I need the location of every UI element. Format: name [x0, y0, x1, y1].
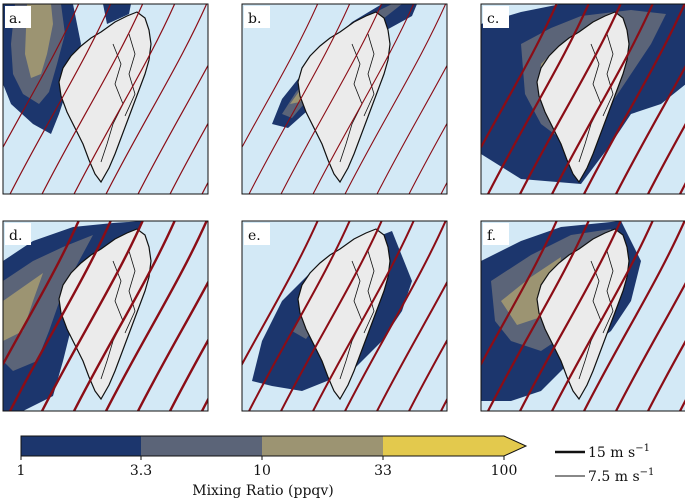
legend-label-thin: 7.5 m s−1 — [588, 467, 654, 485]
taiwan-island — [536, 228, 630, 401]
wind-streamline — [242, 221, 319, 367]
panel-label: e. — [248, 228, 261, 244]
wind-streamline — [248, 4, 351, 194]
map-panel-b: b. — [241, 3, 448, 195]
wind-streamline — [518, 4, 622, 194]
wind-streamline — [105, 4, 208, 194]
wind-streamline — [614, 65, 685, 194]
mixing-ratio-plume-bin-2 — [3, 235, 93, 371]
wind-streamline — [3, 4, 80, 149]
taiwan-island — [536, 11, 630, 184]
panel-label-box — [244, 223, 270, 245]
wind-streamline — [168, 338, 208, 411]
map-panel-c: c. — [480, 3, 685, 195]
panel-label: f. — [487, 228, 496, 244]
colorbar-ticks — [20, 456, 505, 460]
wind-streamline — [550, 221, 654, 411]
speed-legend: 15 m s−1 7.5 m s−1 — [555, 443, 654, 485]
colorbar-title: Mixing Ratio (ppqv) — [192, 483, 334, 499]
wind-streamline — [72, 221, 176, 411]
colorbar-bin-1 — [21, 436, 141, 456]
wind-streamline — [9, 4, 112, 194]
terrain-contour — [124, 250, 136, 334]
terrain-contour — [124, 33, 136, 117]
wind-streamline — [486, 4, 590, 194]
wind-streamline — [311, 221, 415, 411]
wind-streamline — [169, 122, 208, 194]
mixing-ratio-plume-bin-3 — [3, 273, 43, 341]
taiwan-island — [297, 11, 391, 184]
panel-label-box — [483, 223, 509, 245]
wind-streamline — [136, 280, 208, 411]
wind-streamline — [518, 221, 622, 411]
colorbar-outline — [20, 435, 528, 457]
wind-streamline — [646, 340, 685, 411]
panel-label-box — [5, 223, 31, 245]
wind-streamline — [40, 221, 144, 411]
terrain-contour — [363, 250, 375, 334]
wind-streamline — [280, 4, 383, 194]
legend-label-thick-sup: −1 — [635, 443, 650, 454]
legend-label-thick-text: 15 m s — [588, 445, 635, 461]
panel-label: b. — [248, 11, 261, 27]
wind-streamline — [481, 221, 558, 367]
panel-label-box — [244, 6, 270, 28]
map-panel-f: f. — [480, 220, 685, 412]
wind-streamline — [550, 4, 654, 194]
taiwan-island — [297, 228, 391, 401]
map-panel-d: d. — [2, 220, 209, 412]
mixing-ratio-plume-bin-3 — [25, 4, 53, 78]
taiwan-island — [58, 11, 152, 184]
terrain-contour — [602, 33, 614, 117]
legend-label-thin-sup: −1 — [640, 467, 655, 478]
colorbar-tick-label: 33 — [374, 463, 392, 479]
map-panel-a: a. — [2, 3, 209, 195]
terrain-contour — [602, 250, 614, 334]
colorbar-tick-label: 1 — [17, 463, 26, 479]
colorbar-bin-4 — [383, 436, 504, 456]
wind-streamline — [408, 122, 447, 194]
wind-streamline — [407, 338, 447, 411]
wind-streamline — [8, 221, 112, 411]
wind-streamline — [3, 221, 80, 367]
taiwan-island — [58, 228, 152, 401]
wind-streamline — [312, 4, 415, 194]
colorbar-tick-label: 3.3 — [130, 463, 152, 479]
panel-label-box — [483, 6, 509, 28]
wind-streamline — [343, 221, 447, 411]
colorbar: 1 3.3 10 33 100 Mixing Ratio (ppqv) — [17, 435, 528, 499]
wind-streamline — [582, 4, 685, 194]
wind-streamline — [73, 4, 176, 194]
wind-streamline — [646, 123, 685, 194]
panel-label-box — [5, 6, 31, 28]
colorbar-tick-label: 100 — [491, 463, 518, 479]
wind-streamline — [614, 282, 685, 411]
wind-streamline — [242, 4, 319, 149]
wind-streamline — [375, 280, 447, 411]
panel-label: d. — [9, 228, 22, 244]
wind-streamline — [247, 221, 351, 411]
wind-streamline — [104, 221, 208, 411]
wind-streamline — [344, 4, 447, 194]
colorbar-bin-2 — [141, 436, 262, 456]
wind-streamline — [582, 221, 685, 411]
wind-streamline — [279, 221, 383, 411]
wind-streamline — [481, 4, 558, 150]
panel-label: a. — [9, 11, 22, 27]
panel-label: c. — [487, 11, 499, 27]
legend-label-thin-text: 7.5 m s — [588, 469, 640, 485]
colorbar-extend-arrow — [504, 436, 526, 456]
terrain-contour — [363, 33, 375, 117]
legend-label-thick: 15 m s−1 — [588, 443, 650, 461]
colorbar-bin-3 — [262, 436, 383, 456]
colorbar-tick-label: 10 — [253, 463, 271, 479]
wind-streamline — [486, 221, 590, 411]
map-panel-e: e. — [241, 220, 448, 412]
wind-streamline — [376, 64, 447, 194]
wind-streamline — [137, 64, 208, 194]
wind-streamline — [41, 4, 144, 194]
mixing-ratio-plume-bin-1 — [103, 4, 131, 24]
